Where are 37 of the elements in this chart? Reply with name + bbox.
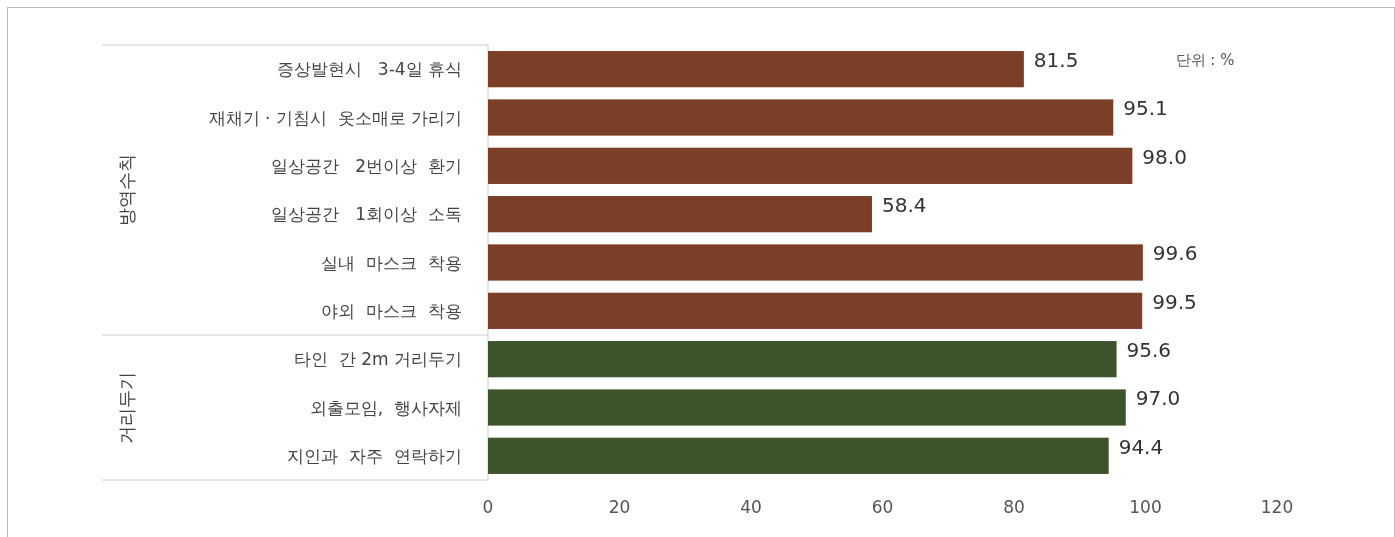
bar — [488, 99, 1114, 136]
y-tick-label: 재채기 · 기침시 옷소매로 가리기 — [208, 107, 462, 128]
bar — [488, 341, 1117, 378]
data-label: 95.1 — [1123, 96, 1168, 121]
y-tick-label: 야외 마스크 착용 — [321, 300, 462, 321]
annotation: 단위 : % — [1175, 51, 1235, 69]
y-tick-label: 증상발현시 3-4일 휴식 — [276, 59, 462, 80]
data-label: 98.0 — [1142, 144, 1187, 169]
data-label: 99.6 — [1152, 241, 1198, 266]
bar — [488, 51, 1024, 88]
x-tick-label: 20 — [608, 497, 631, 517]
data-label: 95.6 — [1126, 338, 1172, 363]
data-label: 99.5 — [1152, 289, 1197, 314]
y-tick-label: 지인과 자주 연락하기 — [287, 445, 462, 466]
x-tick-label: 100 — [1129, 497, 1162, 517]
x-tick-label: 80 — [1003, 497, 1025, 517]
y-tick-label: 타인 간 2m 거리두기 — [294, 349, 462, 370]
bar — [488, 292, 1143, 329]
data-label: 58.4 — [881, 193, 927, 218]
data-label: 97.0 — [1135, 386, 1181, 411]
data-label: 94.4 — [1118, 434, 1164, 459]
bar — [488, 389, 1126, 426]
text: 방역수칙 — [116, 154, 137, 226]
bar — [488, 437, 1109, 474]
y-tick-label: 일상공간 2번이상 환기 — [271, 155, 462, 176]
data-label: 81.5 — [1033, 48, 1079, 73]
text: 거리두기 — [116, 371, 137, 444]
x-tick-label: 40 — [740, 497, 762, 517]
x-tick-label: 120 — [1260, 497, 1294, 517]
bar — [488, 147, 1133, 184]
bar — [488, 196, 872, 233]
y-tick-label: 실내 마스크 착용 — [321, 252, 462, 273]
x-tick-label: 60 — [871, 497, 894, 517]
y-tick-label: 외출모임, 행사자제 — [309, 397, 462, 418]
x-tick-label: 0 — [482, 497, 494, 517]
y-tick-label: 일상공간 1회이상 소독 — [271, 204, 462, 225]
bar — [488, 244, 1143, 281]
